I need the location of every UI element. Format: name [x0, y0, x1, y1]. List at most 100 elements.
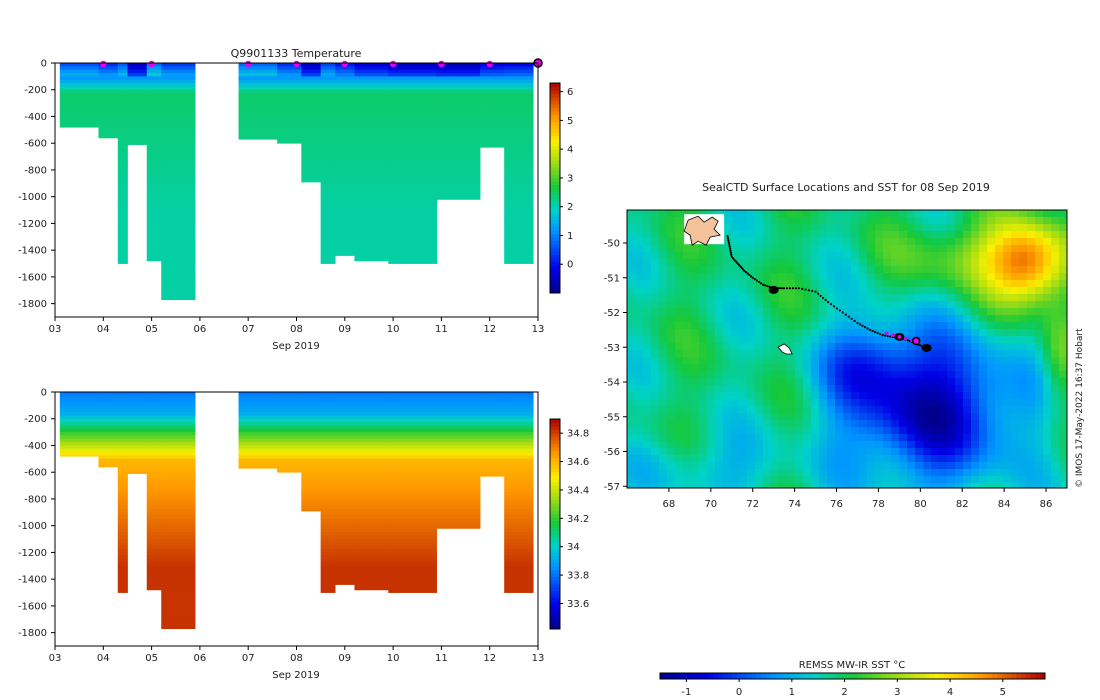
sst-cell	[803, 434, 812, 442]
profile-cell	[388, 408, 437, 413]
sst-cell	[987, 385, 996, 393]
profile-cell	[161, 63, 196, 67]
profile-cell	[480, 106, 505, 111]
sst-cell	[859, 210, 868, 218]
colorbar-swatch	[550, 433, 560, 437]
sst-cell	[899, 392, 908, 400]
profile-cell	[161, 625, 196, 630]
sst-cell	[1027, 406, 1036, 414]
profile-cell	[161, 435, 196, 440]
sst-cell	[963, 441, 972, 449]
sst-cell	[659, 469, 668, 477]
profile-cell	[320, 79, 336, 84]
sst-cell	[955, 385, 964, 393]
profile-cell	[388, 86, 437, 91]
profile-cell	[504, 575, 534, 580]
colorbar-swatch	[550, 513, 560, 518]
sst-cell	[923, 350, 932, 358]
sst-cell	[923, 427, 932, 435]
sst-cell	[827, 413, 836, 421]
sst-cell	[635, 448, 644, 456]
profile-cell	[59, 452, 99, 456]
sst-cell	[747, 217, 756, 225]
sst-cell	[683, 210, 692, 218]
profile-cell	[335, 210, 355, 214]
profile-cell	[161, 559, 196, 563]
profile-cell	[480, 123, 505, 127]
sst-cell	[1051, 315, 1060, 323]
profile-cell	[146, 402, 162, 406]
profile-cell	[277, 465, 302, 470]
sst-cell	[835, 434, 844, 442]
sst-cell	[995, 238, 1004, 246]
track-point	[868, 328, 872, 331]
sst-colorbar-swatch	[929, 673, 935, 679]
sst-cell	[947, 273, 956, 281]
sst-cell	[891, 476, 900, 484]
profile-cell	[301, 455, 322, 460]
sst-cell	[1059, 266, 1067, 274]
profile-cell	[504, 428, 534, 433]
profile-cell	[161, 599, 196, 603]
x-tick-label: 06	[194, 653, 207, 664]
sst-cell	[1043, 357, 1052, 365]
sst-cell	[931, 343, 940, 351]
sst-cell	[755, 245, 764, 253]
sst-cell	[739, 441, 748, 449]
sst-cell	[803, 476, 812, 484]
profile-cell	[320, 126, 336, 131]
profile-cell	[354, 143, 389, 147]
sst-cell	[675, 483, 684, 488]
map-y-tick-label: -55	[604, 412, 620, 423]
sst-colorbar-swatch	[862, 673, 868, 679]
sst-cell	[651, 413, 660, 421]
colorbar-swatch	[550, 436, 560, 441]
profile-cell	[335, 542, 355, 547]
sst-cell	[795, 245, 804, 253]
sst-cell	[923, 434, 932, 442]
sst-cell	[915, 399, 924, 407]
sst-cell	[731, 448, 740, 456]
sst-colorbar-swatch	[924, 673, 930, 679]
track-point	[835, 307, 839, 310]
profile-cell	[146, 425, 162, 430]
sst-cell	[803, 406, 812, 414]
sst-cell	[803, 245, 812, 253]
sst-cell	[627, 252, 636, 260]
sst-cell	[659, 231, 668, 239]
colorbar-swatch	[550, 604, 560, 609]
sst-cell	[1059, 308, 1067, 316]
profile-cell	[504, 156, 534, 161]
sst-cell	[795, 469, 804, 477]
sst-cell	[1043, 406, 1052, 414]
profile-cell	[320, 402, 336, 406]
sst-cell	[819, 217, 828, 225]
sst-cell	[947, 385, 956, 393]
sst-cell	[859, 378, 868, 386]
sst-colorbar-swatch	[876, 673, 882, 679]
profile-cell	[354, 468, 389, 473]
profile-cell	[161, 159, 196, 164]
profile-cell	[388, 462, 437, 466]
sst-cell	[747, 357, 756, 365]
profile-cell	[301, 425, 322, 430]
profile-cell	[504, 216, 534, 221]
sst-cell	[1051, 399, 1060, 407]
profile-cell	[388, 226, 437, 231]
sst-cell	[1035, 427, 1044, 435]
sst-cell	[875, 287, 884, 295]
sst-cell	[931, 294, 940, 302]
sst-cell	[667, 217, 676, 225]
profile-cell	[388, 522, 437, 527]
sst-cell	[1019, 469, 1028, 477]
colorbar-swatch	[550, 594, 560, 598]
profile-cell	[301, 156, 322, 161]
profile-cell	[98, 119, 119, 124]
sst-cell	[675, 357, 684, 365]
sst-cell	[659, 217, 668, 225]
profile-cell	[146, 529, 162, 533]
profile-cell	[504, 76, 534, 81]
profile-cell	[354, 522, 389, 527]
profile-cell	[146, 113, 162, 117]
sst-cell	[995, 434, 1004, 442]
